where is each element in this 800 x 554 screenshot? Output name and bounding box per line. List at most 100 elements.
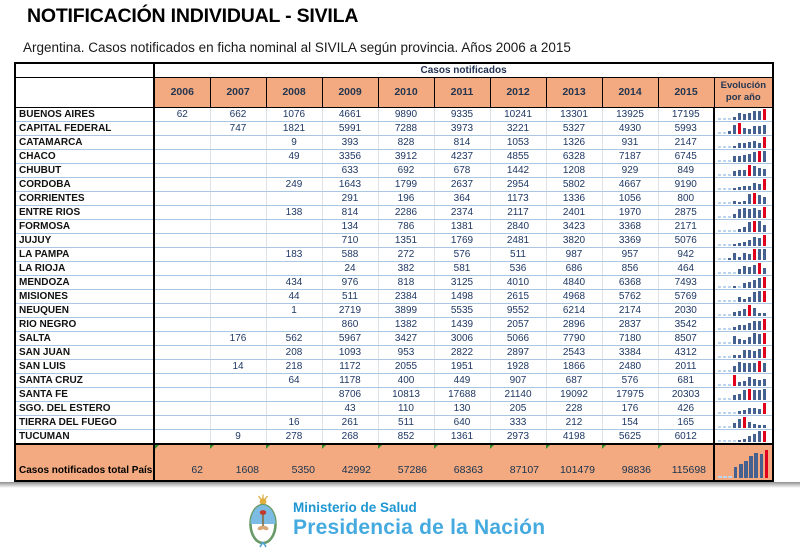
value-cell: 576 [434, 247, 491, 262]
province-cell: MENDOZA [15, 275, 155, 290]
table-row: CAPITAL FEDERAL 747 1821 5991 7288 3973 3221 53… [15, 121, 774, 136]
value-cell [210, 373, 267, 388]
cases-table: Casos notificados 2006 2007 2008 2009 2010 20… [14, 62, 775, 482]
value-cell: 692 [378, 163, 435, 178]
year-header: 2007 [209, 76, 267, 108]
province-cell: CORDOBA [15, 177, 155, 192]
value-cell: 681 [658, 373, 715, 388]
value-cell [154, 219, 211, 234]
comment-indicator-icon [210, 445, 214, 449]
value-cell: 2719 [322, 303, 379, 318]
value-cell: 814 [322, 205, 379, 220]
evolution-sparkline [718, 388, 770, 400]
value-cell: 1381 [434, 219, 491, 234]
year-header: 2013 [545, 76, 603, 108]
value-cell [210, 233, 267, 248]
value-cell: 10241 [490, 107, 547, 122]
evolution-sparkline [718, 122, 770, 134]
total-value-cell: 42992 [322, 442, 378, 481]
value-cell: 208 [266, 345, 323, 360]
value-cell: 800 [658, 191, 715, 206]
value-cell: 4198 [546, 429, 603, 444]
province-cell: FORMOSA [15, 219, 155, 234]
value-cell: 3369 [602, 233, 659, 248]
value-cell: 3973 [434, 121, 491, 136]
value-cell: 976 [322, 275, 379, 290]
value-cell: 3820 [546, 233, 603, 248]
value-cell: 9890 [378, 107, 435, 122]
value-cell [154, 233, 211, 248]
value-cell: 17195 [658, 107, 715, 122]
evolution-sparkline [718, 108, 770, 120]
value-cell: 176 [602, 401, 659, 416]
province-header-cell [14, 76, 155, 108]
value-cell: 907 [490, 373, 547, 388]
total-value-cell: 1608 [210, 442, 266, 481]
value-cell: 1928 [490, 359, 547, 374]
value-cell: 818 [378, 275, 435, 290]
value-cell [154, 121, 211, 136]
value-cell: 333 [490, 415, 547, 430]
total-value-cell: 62 [154, 442, 210, 481]
value-cell: 1093 [322, 345, 379, 360]
province-cell: BUENOS AIRES [15, 107, 155, 122]
value-cell: 856 [602, 261, 659, 276]
evolution-sparkline [718, 318, 770, 330]
evolution-sparkline [718, 150, 770, 162]
province-cell: SAN JUAN [15, 345, 155, 360]
value-cell: 1 [266, 303, 323, 318]
evolution-sparkline [718, 206, 770, 218]
table-row: CHUBUT 633 692 678 1442 1208 929 849 [15, 163, 774, 178]
value-cell: 1439 [434, 317, 491, 332]
table-row: LA PAMPA 183 588 272 576 511 987 957 942 [15, 247, 774, 262]
value-cell [210, 163, 267, 178]
comment-indicator-icon [322, 445, 326, 449]
value-cell [210, 135, 267, 150]
sparkline-cell [714, 275, 774, 290]
value-cell: 9335 [434, 107, 491, 122]
value-cell: 1076 [266, 107, 323, 122]
value-cell [266, 219, 323, 234]
value-cell: 2615 [490, 289, 547, 304]
value-cell: 2822 [434, 345, 491, 360]
value-cell: 2875 [658, 205, 715, 220]
ministry-name: Ministerio de Salud [293, 500, 417, 515]
comment-indicator-icon [266, 445, 270, 449]
data-table: Casos notificados 2006 2007 2008 2009 2010 20… [14, 62, 775, 482]
value-cell: 1951 [434, 359, 491, 374]
value-cell: 2973 [490, 429, 547, 444]
value-cell: 268 [322, 429, 379, 444]
total-value-cell: 87107 [490, 442, 546, 481]
evolution-sparkline [718, 262, 770, 274]
comment-indicator-icon [378, 445, 382, 449]
value-cell: 588 [322, 247, 379, 262]
value-cell: 511 [378, 415, 435, 430]
value-cell: 393 [322, 135, 379, 150]
value-cell [210, 289, 267, 304]
value-cell: 1769 [434, 233, 491, 248]
table-row: FORMOSA 134 786 1381 2840 3423 3368 2171 [15, 219, 774, 234]
value-cell [154, 191, 211, 206]
value-cell [266, 387, 323, 402]
evolution-sparkline [718, 430, 770, 442]
value-cell: 1326 [546, 135, 603, 150]
value-cell: 2840 [490, 219, 547, 234]
value-cell: 3368 [602, 219, 659, 234]
value-cell [266, 401, 323, 416]
value-cell [154, 177, 211, 192]
value-cell: 134 [322, 219, 379, 234]
value-cell: 3221 [490, 121, 547, 136]
sparkline-cell [714, 177, 774, 192]
value-cell: 20303 [658, 387, 715, 402]
value-cell: 138 [266, 205, 323, 220]
value-cell [210, 205, 267, 220]
value-cell [210, 177, 267, 192]
value-cell: 62 [154, 107, 211, 122]
sparkline-cell [714, 317, 774, 332]
value-cell [154, 149, 211, 164]
value-cell [154, 387, 211, 402]
value-cell: 14 [210, 359, 267, 374]
value-cell: 9 [210, 429, 267, 444]
value-cell: 165 [658, 415, 715, 430]
value-cell: 16 [266, 415, 323, 430]
